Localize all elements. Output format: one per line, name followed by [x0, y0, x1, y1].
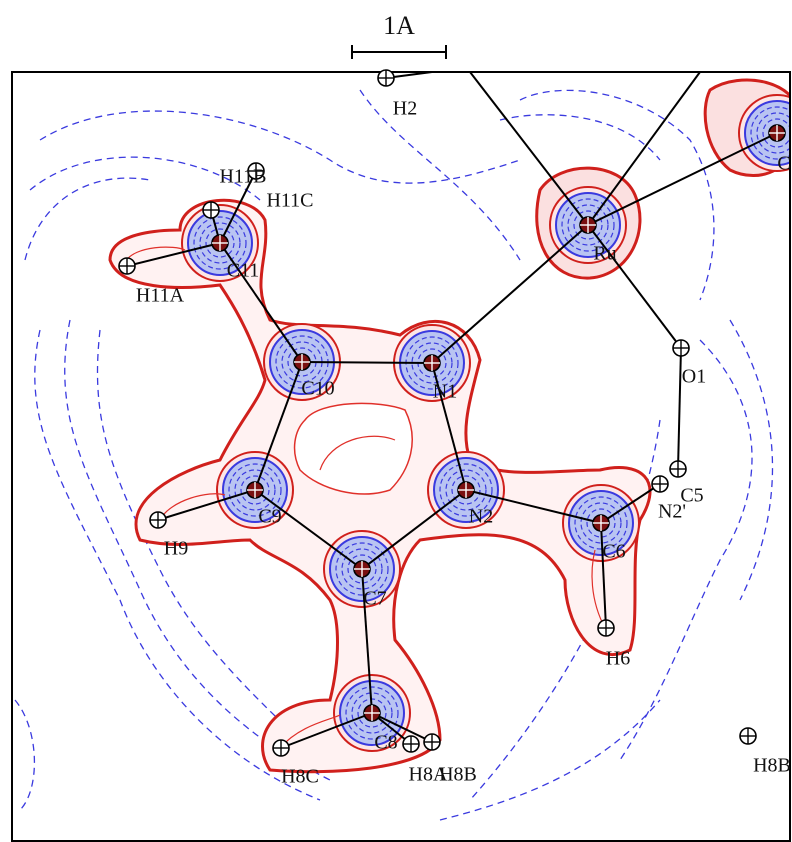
atom-label: H11B [219, 166, 266, 188]
scale-bar: 1A [352, 11, 446, 59]
atom-label: H8C [281, 766, 319, 788]
atom-label: C6 [602, 541, 625, 563]
atom-label: H6 [606, 648, 630, 670]
atom-label: N2' [658, 501, 686, 523]
atom-label: H11A [136, 285, 185, 307]
scale-label: 1A [383, 11, 415, 40]
atom-label: H11C [266, 190, 313, 212]
atom-label: C10 [301, 378, 334, 400]
atom-label: N1 [433, 381, 457, 403]
bond [470, 72, 588, 225]
atom-label: H8B [439, 764, 477, 786]
atom-label: H2 [393, 98, 417, 120]
atom-label: C [777, 153, 790, 175]
density-map: 1A H2H11BH11CC11H11ARuCC10N1O1C5N2'C9N2C… [0, 0, 792, 842]
atom-label: H9 [164, 538, 188, 560]
bond [302, 362, 432, 363]
bond [678, 348, 681, 469]
atom-label: O1 [682, 366, 706, 388]
atom-label: H8B [753, 755, 791, 777]
atom-label: Ru [593, 243, 616, 265]
contours [15, 80, 792, 820]
atom-label: C8 [374, 732, 397, 754]
ring-hole [295, 403, 413, 493]
atom-label: C11 [227, 260, 260, 282]
atom-label: C7 [363, 588, 386, 610]
atom-label: C9 [258, 506, 281, 528]
atom-label: N2 [469, 506, 493, 528]
